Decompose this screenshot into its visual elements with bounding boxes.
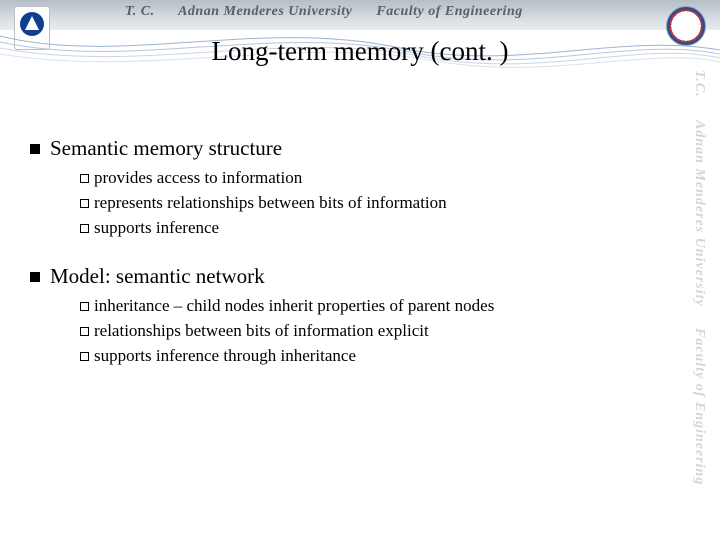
section-heading: Semantic memory structure [30,135,670,161]
list-item: inheritance – child nodes inherit proper… [80,295,670,317]
item-text: provides access to information [94,168,302,187]
list-item: provides access to information [80,167,670,189]
list-item: supports inference [80,217,670,239]
header-tc: T. C. [125,4,155,19]
content-body: Semantic memory structure provides acces… [30,135,670,370]
item-text: supports inference [94,218,219,237]
filled-square-bullet-icon [30,272,40,282]
hollow-square-bullet-icon [80,199,89,208]
slide: T. C. Adnan Menderes University Faculty … [0,0,720,540]
item-text: supports inference through inheritance [94,346,356,365]
list-item: supports inference through inheritance [80,345,670,367]
watermark-university: Adnan Menderes University [691,120,707,307]
section-heading: Model: semantic network [30,263,670,289]
hollow-square-bullet-icon [80,327,89,336]
list-item: relationships between bits of informatio… [80,320,670,342]
watermark-tc: T.C. [691,70,707,98]
hollow-square-bullet-icon [80,302,89,311]
header-faculty: Faculty of Engineering [376,4,522,19]
hollow-square-bullet-icon [80,174,89,183]
list-item: represents relationships between bits of… [80,192,670,214]
item-text: represents relationships between bits of… [94,193,447,212]
watermark-faculty: Faculty of Engineering [691,328,707,485]
heading-text: Semantic memory structure [50,136,282,160]
heading-text: Model: semantic network [50,264,265,288]
header-university: Adnan Menderes University [178,4,352,19]
side-watermark: T.C. Adnan Menderes University Faculty o… [684,70,714,534]
filled-square-bullet-icon [30,144,40,154]
item-text: relationships between bits of informatio… [94,321,429,340]
page-title: Long-term memory (cont. ) [0,36,720,67]
header-text: T. C. Adnan Menderes University Faculty … [125,4,635,20]
item-text: inheritance – child nodes inherit proper… [94,296,494,315]
hollow-square-bullet-icon [80,352,89,361]
hollow-square-bullet-icon [80,224,89,233]
